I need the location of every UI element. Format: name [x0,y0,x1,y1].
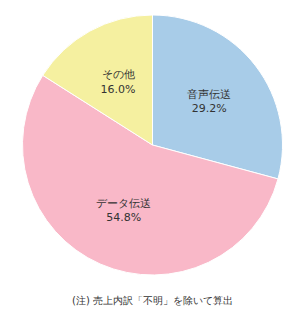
html-text:(注) 売上内訳「不明」を除いて算出: (注) 売上内訳「不明」を除いて算出 [72,295,233,306]
svg-text:データ伝送54.8%: データ伝送54.8% [96,197,151,224]
svg-text:音声伝送29.2%: 音声伝送29.2% [187,88,231,115]
svg-text:その他16.0%: その他16.0% [101,68,136,95]
